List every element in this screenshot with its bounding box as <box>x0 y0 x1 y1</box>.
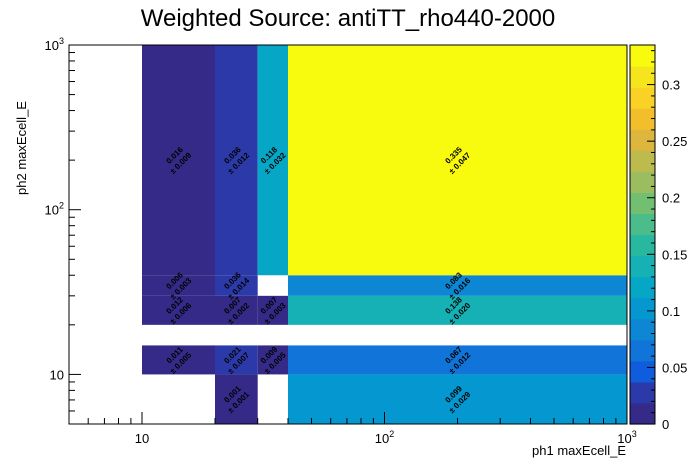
y-tick-label: 10 <box>50 367 64 382</box>
colorbar-tick-label: 0.3 <box>662 78 680 93</box>
colorbar-tick-label: 0.2 <box>662 191 680 206</box>
heatmap-cell <box>214 345 258 375</box>
colorbar-tick-label: 0.25 <box>662 134 687 149</box>
colorbar-tick-label: 0.05 <box>662 360 687 375</box>
colorbar-swatch <box>630 129 655 151</box>
heatmap-cell <box>141 345 215 375</box>
heatmap-cell <box>214 295 258 325</box>
heatmap-cell <box>287 45 627 276</box>
colorbar-swatch <box>630 339 655 362</box>
heatmap-cell <box>141 45 215 276</box>
colorbar-swatch <box>630 360 655 383</box>
colorbar-swatch <box>630 276 655 299</box>
heatmap-cell <box>141 295 215 325</box>
colorbar-swatch <box>630 108 655 130</box>
colorbar-tick-label: 0 <box>662 417 669 432</box>
heatmap-cells <box>141 45 627 424</box>
colorbar-swatch <box>630 87 655 109</box>
colorbar-swatch <box>630 150 655 172</box>
y-tick-label: 103 <box>45 36 64 53</box>
colorbar-swatch <box>630 402 655 425</box>
heatmap-cell <box>214 45 258 276</box>
plot-frame <box>68 44 628 425</box>
colorbar-swatch <box>630 381 655 404</box>
heatmap-cell <box>287 374 627 424</box>
colorbar-swatch <box>630 66 655 88</box>
colorbar-swatch <box>630 297 655 320</box>
heatmap-cell <box>214 374 258 424</box>
colorbar-swatch <box>630 234 655 257</box>
heatmap-cell <box>214 275 258 296</box>
colorbar-swatch <box>630 318 655 341</box>
colorbar-swatch <box>630 171 655 193</box>
x-tick-label: 10 <box>135 431 149 446</box>
colorbar-swatch <box>630 192 655 215</box>
tick-exponent: 2 <box>389 429 394 439</box>
heatmap-cell <box>287 275 627 296</box>
heatmap-cell <box>141 275 215 296</box>
x-axis-label: ph1 maxEcell_E <box>532 443 626 458</box>
y-tick-label: 102 <box>45 201 64 218</box>
heatmap-cell <box>287 295 627 325</box>
tick-exponent: 3 <box>632 429 637 439</box>
colorbar-swatch <box>630 213 655 236</box>
tick-exponent: 2 <box>59 201 64 211</box>
heatmap-cell <box>257 345 288 375</box>
heatmap-cell <box>257 45 288 276</box>
colorbar: 0 0.05 0.1 0.15 0.2 0.25 0.3 <box>629 44 687 432</box>
heatmap-cell <box>287 345 627 375</box>
chart-title: Weighted Source: antiTT_rho440-2000 <box>141 5 555 32</box>
colorbar-tick-label: 0.1 <box>662 304 680 319</box>
colorbar-swatch <box>630 45 655 67</box>
colorbar-frame <box>629 44 656 425</box>
colorbar-swatch <box>630 255 655 278</box>
tick-exponent: 3 <box>59 36 64 46</box>
y-axis-label: ph2 maxEcell_E <box>14 101 29 195</box>
heatmap-cell <box>257 295 288 325</box>
colorbar-tick-label: 0.15 <box>662 247 687 262</box>
x-tick-label: 102 <box>375 429 394 446</box>
